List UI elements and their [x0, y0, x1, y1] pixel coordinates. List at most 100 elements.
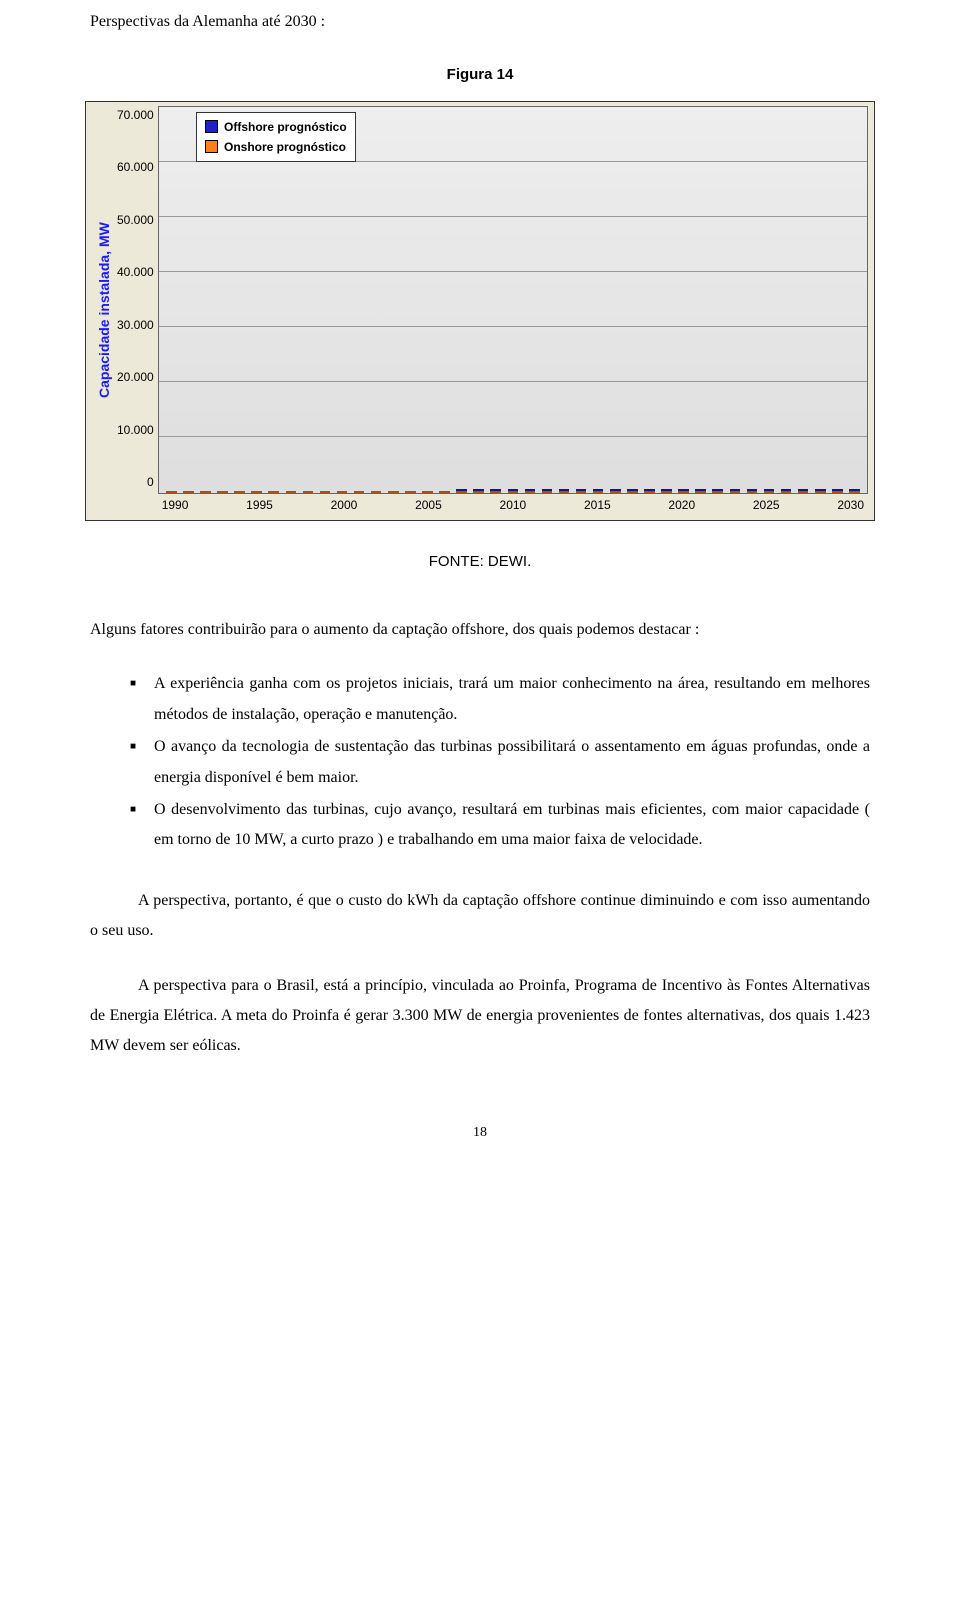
bar	[593, 489, 604, 493]
bar-segment-onshore	[781, 491, 792, 493]
x-tick-label: 2020	[668, 496, 695, 514]
bar-segment-onshore	[166, 491, 177, 493]
bar	[456, 489, 467, 493]
x-tick-label	[526, 496, 540, 514]
x-tick-label: 2000	[331, 496, 358, 514]
list-item: O desenvolvimento das turbinas, cujo ava…	[90, 795, 870, 856]
bar-slot	[351, 107, 368, 493]
x-tick-label	[808, 496, 822, 514]
bar-slot	[590, 107, 607, 493]
grid-line	[159, 436, 867, 437]
chart-container: Capacidade instalada, MW 70.00060.00050.…	[85, 101, 875, 521]
bar-slot	[812, 107, 829, 493]
bar	[678, 489, 689, 493]
x-tick-label	[640, 496, 654, 514]
y-axis-ticks: 70.00060.00050.00040.00030.00020.00010.0…	[117, 106, 158, 514]
x-tick-label	[232, 496, 246, 514]
bar-segment-onshore	[542, 491, 553, 493]
legend-swatch	[205, 120, 218, 133]
bar-slot	[556, 107, 573, 493]
x-tick-label	[217, 496, 231, 514]
bar-segment-onshore	[644, 491, 655, 493]
bar	[422, 491, 433, 493]
bar-slot	[453, 107, 470, 493]
bar-segment-onshore	[849, 491, 860, 493]
x-tick-label	[780, 496, 794, 514]
bar-segment-onshore	[422, 491, 433, 493]
bar-segment-onshore	[405, 491, 416, 493]
bar-segment-onshore	[525, 491, 536, 493]
x-tick-label	[625, 496, 639, 514]
bar-slot	[282, 107, 299, 493]
bar-segment-onshore	[456, 491, 467, 493]
grid-line	[159, 216, 867, 217]
paragraph-perspective-cost: A perspectiva, portanto, é que o custo d…	[90, 886, 870, 947]
x-tick-label	[273, 496, 287, 514]
y-tick-label: 60.000	[117, 158, 154, 176]
bar-segment-onshore	[661, 491, 672, 493]
bar	[610, 489, 621, 493]
grid-line	[159, 381, 867, 382]
bar-segment-onshore	[576, 491, 587, 493]
bar-slot	[163, 107, 180, 493]
y-tick-label: 30.000	[117, 316, 154, 334]
bar-segment-onshore	[695, 491, 706, 493]
bar	[576, 489, 587, 493]
x-tick-label	[203, 496, 217, 514]
x-tick-label	[654, 496, 668, 514]
bar-slot	[231, 107, 248, 493]
bar-segment-onshore	[490, 491, 501, 493]
bar-slot	[607, 107, 624, 493]
bar-slot	[436, 107, 453, 493]
bar	[183, 491, 194, 493]
bar-segment-onshore	[439, 491, 450, 493]
paragraph-brazil: A perspectiva para o Brasil, está a prin…	[90, 971, 870, 1062]
bar	[695, 489, 706, 493]
bar	[764, 489, 775, 493]
bar	[166, 491, 177, 493]
x-tick-label: 1990	[162, 496, 189, 514]
bar-slot	[470, 107, 487, 493]
bar-segment-onshore	[815, 491, 826, 493]
bar-segment-onshore	[388, 491, 399, 493]
bar-slot	[573, 107, 590, 493]
grid-line	[159, 271, 867, 272]
bar-segment-onshore	[559, 491, 570, 493]
bar-slot	[402, 107, 419, 493]
bar	[508, 489, 519, 493]
bar	[730, 489, 741, 493]
bar-segment-onshore	[678, 491, 689, 493]
x-tick-label	[302, 496, 316, 514]
x-tick-label: 2005	[415, 496, 442, 514]
bar-slot	[248, 107, 265, 493]
grid-line	[159, 326, 867, 327]
bar-segment-onshore	[268, 491, 279, 493]
bar	[559, 489, 570, 493]
x-tick-label	[386, 496, 400, 514]
bar	[627, 489, 638, 493]
bar-segment-onshore	[183, 491, 194, 493]
bar-slot	[709, 107, 726, 493]
x-tick-label	[316, 496, 330, 514]
bar	[320, 491, 331, 493]
bar-slot	[846, 107, 863, 493]
bar-segment-onshore	[200, 491, 211, 493]
bar-slot	[487, 107, 504, 493]
list-item: O avanço da tecnologia de sustentação da…	[90, 732, 870, 793]
x-tick-label	[541, 496, 555, 514]
bar-segment-onshore	[337, 491, 348, 493]
bar-slot	[299, 107, 316, 493]
x-tick-label: 2015	[584, 496, 611, 514]
bar	[371, 491, 382, 493]
bar-segment-onshore	[627, 491, 638, 493]
bullet-list: A experiência ganha com os projetos inic…	[90, 669, 870, 855]
x-tick-label	[823, 496, 837, 514]
bar-segment-onshore	[764, 491, 775, 493]
bar	[525, 489, 536, 493]
x-tick-label	[401, 496, 415, 514]
list-item: A experiência ganha com os projetos inic…	[90, 669, 870, 730]
bar-slot	[675, 107, 692, 493]
bar-slot	[726, 107, 743, 493]
x-tick-label	[611, 496, 625, 514]
legend-item: Offshore prognóstico	[205, 117, 347, 137]
